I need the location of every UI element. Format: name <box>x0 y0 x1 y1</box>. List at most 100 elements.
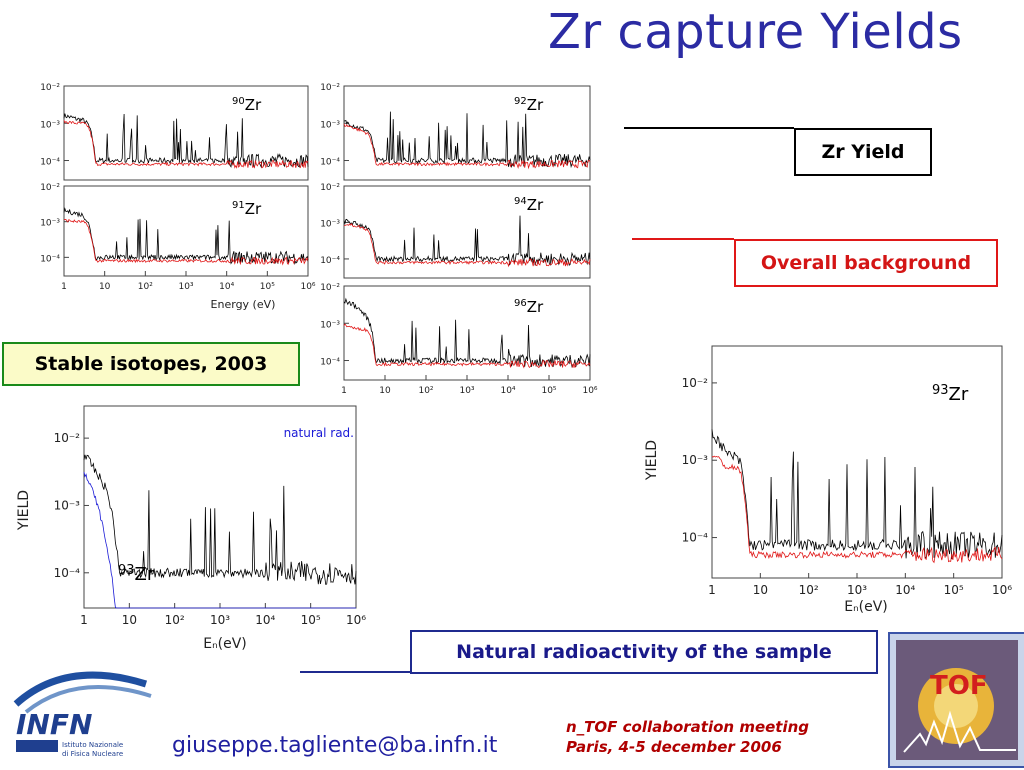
meeting-info: n_TOF collaboration meeting Paris, 4-5 d… <box>566 717 809 757</box>
y-tick-label: 10⁻⁴ <box>40 254 60 264</box>
isotope-mass: 90 <box>232 96 245 107</box>
isotope-element: Zr <box>245 96 262 114</box>
y-tick-label: 10⁻³ <box>54 498 81 512</box>
y-tick-label: 10⁻² <box>40 183 60 193</box>
meeting-line-1: n_TOF collaboration meeting <box>566 718 810 736</box>
y-tick-label: 10⁻⁴ <box>40 158 60 168</box>
series-0-line <box>343 297 591 368</box>
x-tick-label: 10⁵ <box>541 386 556 396</box>
x-tick-label: 10⁵ <box>944 583 964 597</box>
x-tick-label: 10 <box>122 613 137 627</box>
y-tick-label: 10⁻³ <box>320 320 340 330</box>
y-tick-label: 10⁻³ <box>320 120 340 130</box>
x-tick-label: 1 <box>708 583 716 597</box>
x-tick-label: 10⁶ <box>346 613 366 627</box>
series-0-line <box>63 207 309 266</box>
plot-p91: 10⁻² 10⁻³ 10⁻⁴ 1 10 10² 10³ 10⁴ 10⁵ 10⁶ 91Zr Energy… <box>40 183 316 311</box>
isotope-mass: 93 <box>932 383 949 398</box>
y-tick-label: 10⁻⁴ <box>320 256 340 266</box>
series-1-line <box>711 455 1003 564</box>
series-1-line <box>63 120 309 169</box>
infn-logo-text: INFN <box>16 708 92 741</box>
y-tick-label: 10⁻² <box>320 83 340 93</box>
x-tick-label: 10⁶ <box>992 583 1012 597</box>
x-axis-label: Eₙ(eV) <box>203 636 247 652</box>
isotope-label: 93Zr <box>932 383 969 405</box>
y-tick-label: 10⁻² <box>40 83 60 93</box>
isotope-mass: 91 <box>232 200 245 211</box>
contact-email: giuseppe.tagliente@ba.infn.it <box>172 733 498 758</box>
x-tick-label: 10² <box>138 282 153 292</box>
x-tick-label: 10⁴ <box>219 282 234 292</box>
series-0-line <box>343 215 591 266</box>
y-axis-label: YIELD <box>644 440 660 481</box>
y-tick-label: 10⁻² <box>320 283 340 293</box>
plot-frame <box>711 345 1003 579</box>
series-1-line <box>63 218 309 266</box>
tof-logo-text: TOF <box>930 671 988 701</box>
x-tick-label: 1 <box>61 282 67 292</box>
y-tick-label: 10⁻² <box>682 376 709 390</box>
x-axis-label: Energy (eV) <box>211 298 276 311</box>
isotope-element: Zr <box>527 196 544 214</box>
x-axis-label: Eₙ(eV) <box>844 599 888 615</box>
plot-p92: 10⁻² 10⁻³ 10⁻⁴ 92Zr <box>320 83 591 181</box>
infn-logo-graphic: INFN Istituto Nazionale di Fisica Nuclea… <box>13 671 152 758</box>
series-1-line <box>83 471 356 609</box>
x-tick-label: 10⁵ <box>301 613 321 627</box>
isotope-mass: 96 <box>514 298 527 309</box>
y-tick-label: 10⁻⁴ <box>682 531 709 545</box>
x-tick-label: 10⁶ <box>582 386 597 396</box>
y-tick-label: 10⁻⁴ <box>320 358 340 368</box>
isotope-mass: 93 <box>118 563 135 578</box>
x-tick-label: 10 <box>99 282 111 292</box>
plot-p94: 10⁻² 10⁻³ 10⁻⁴ 94Zr <box>320 183 591 279</box>
x-tick-label: 1 <box>80 613 88 627</box>
isotope-label: 94Zr <box>514 196 544 214</box>
plot-p93a: 10⁻² 10⁻³ 10⁻⁴ 1 10 10² 10³ 10⁴ 10⁵ 10⁶ 93Zr Eₙ(eV)… <box>16 405 366 652</box>
tof-logo-graphic: TOF <box>896 640 1018 760</box>
natural-rad-legend: natural rad. <box>284 426 354 440</box>
series-0-line <box>343 111 591 169</box>
isotope-label: 96Zr <box>514 298 544 316</box>
isotope-element: Zr <box>245 200 262 218</box>
x-tick-label: 10⁴ <box>500 386 515 396</box>
isotope-label: 93Zr <box>118 563 155 585</box>
plot-frame <box>63 85 309 181</box>
series-1-line <box>344 222 591 268</box>
natural-radioactivity-legend: Natural radioactivity of the sample <box>410 630 878 674</box>
x-tick-label: 10³ <box>847 583 867 597</box>
x-tick-label: 10⁴ <box>255 613 275 627</box>
x-tick-label: 10 <box>379 386 391 396</box>
x-tick-label: 10³ <box>178 282 193 292</box>
y-tick-label: 10⁻² <box>54 431 81 445</box>
isotope-element: Zr <box>527 298 544 316</box>
isotope-element: Zr <box>135 564 155 585</box>
y-tick-label: 10⁻⁴ <box>54 566 81 580</box>
y-tick-label: 10⁻³ <box>682 453 709 467</box>
plot-p90: 10⁻² 10⁻³ 10⁻⁴ 90Zr <box>40 83 309 181</box>
plot-p93b: 10⁻² 10⁻³ 10⁻⁴ 1 10 10² 10³ 10⁴ 10⁵ 10⁶ 93Zr Eₙ(eV)… <box>644 345 1012 615</box>
x-tick-label: 10² <box>418 386 433 396</box>
x-tick-label: 10² <box>799 583 819 597</box>
series-1-line <box>343 123 591 170</box>
y-tick-label: 10⁻³ <box>40 120 60 130</box>
meeting-line-2: Paris, 4-5 december 2006 <box>566 738 782 756</box>
x-tick-label: 10³ <box>459 386 474 396</box>
x-tick-label: 10 <box>753 583 768 597</box>
y-tick-label: 10⁻³ <box>320 219 340 229</box>
isotope-element: Zr <box>949 384 969 405</box>
isotope-label: 91Zr <box>232 200 262 218</box>
isotope-label: 92Zr <box>514 96 544 114</box>
isotope-label: 90Zr <box>232 96 262 114</box>
infn-logo: INFN Istituto Nazionale di Fisica Nuclea… <box>6 654 156 762</box>
zr-yield-legend: Zr Yield <box>794 128 932 176</box>
isotope-mass: 92 <box>514 96 527 107</box>
isotope-element: Zr <box>527 96 544 114</box>
series-0-line <box>83 454 357 585</box>
x-tick-label: 10³ <box>210 613 230 627</box>
x-tick-label: 10⁵ <box>260 282 275 292</box>
y-axis-label: YIELD <box>16 490 32 531</box>
